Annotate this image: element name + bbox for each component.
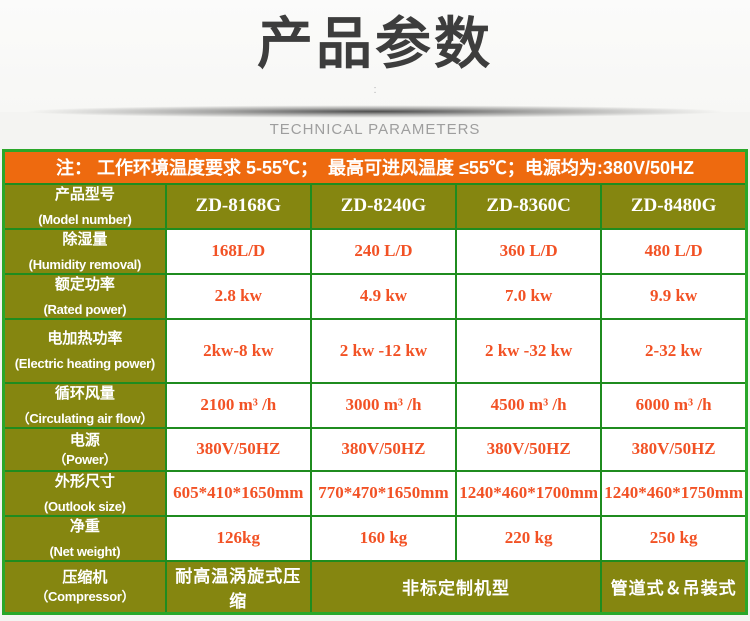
spec-value-cell: 7.0 kw (455, 272, 603, 320)
spec-value-cell: 380V/50HZ (455, 426, 603, 472)
model-cell: ZD-8240G (309, 182, 458, 230)
spec-value-cell: 2 kw -32 kw (455, 317, 603, 384)
spec-value-cell: 4.9 kw (309, 272, 458, 320)
spec-label-zh: 净重 (69, 517, 100, 535)
spec-value-cell: 380V/50HZ (600, 426, 748, 472)
spec-value-cell: 360 L/D (455, 227, 603, 275)
spec-label-cell: 额定功率 (Rated power) (2, 272, 167, 320)
table-row-power: 电源 （Power） 380V/50HZ 380V/50HZ 380V/50HZ… (2, 426, 748, 472)
spec-label-zh: 压缩机 (62, 569, 108, 586)
model-header-en: (Model number) (38, 211, 132, 227)
page-title: 产品参数 (257, 12, 493, 75)
spec-value-cell: 250 kg (600, 514, 748, 562)
note-banner: 注： 工作环境温度要求 5-55℃； 最高可进风温度 ≤55℃；电源均为:380… (2, 149, 748, 185)
page-subtitle: TECHNICAL PARAMETERS (269, 121, 481, 138)
table-row-rated-power: 额定功率 (Rated power) 2.8 kw 4.9 kw 7.0 kw … (2, 272, 748, 320)
spec-label-cell: 电加热功率 (Electric heating power) (2, 317, 167, 384)
note-row: 注： 工作环境温度要求 5-55℃； 最高可进风温度 ≤55℃；电源均为:380… (2, 149, 748, 185)
spec-label-en: (Net weight) (49, 543, 121, 559)
spec-label-en: (Outlook size) (43, 498, 126, 514)
duct-type-cell: 管道式＆吊装式 (600, 559, 748, 614)
spec-value-cell: 380V/50HZ (164, 426, 312, 472)
spec-label-en: (Electric heating power) (14, 356, 155, 371)
hero-banner (0, 0, 750, 112)
table-row-electric-heating-power: 电加热功率 (Electric heating power) 2kw-8 kw … (2, 317, 748, 384)
spec-label-zh: 除湿量 (62, 230, 108, 248)
table-row-outlook-size: 外形尺寸 (Outlook size) 605*410*1650mm 770*4… (2, 469, 748, 517)
spec-label-en: (Humidity removal) (28, 256, 142, 272)
spec-value-cell: 605*410*1650mm (164, 469, 312, 517)
spec-label-en: (Rated power) (43, 301, 127, 317)
spec-value-cell: 126kg (164, 514, 312, 562)
spec-value-cell: 1240*460*1700mm (455, 469, 603, 517)
spec-value-cell: 220 kg (455, 514, 603, 562)
spec-value-cell: 2kw-8 kw (164, 317, 312, 384)
custom-model-cell: 非标定制机型 (309, 559, 603, 614)
spec-label-zh: 电加热功率 (47, 330, 123, 347)
spec-value-cell: 160 kg (309, 514, 458, 562)
model-header-label-cell: 产品型号 (Model number) (2, 182, 167, 230)
spec-table: 注： 工作环境温度要求 5-55℃； 最高可进风温度 ≤55℃；电源均为:380… (2, 149, 748, 615)
model-cell: ZD-8480G (600, 182, 748, 230)
spec-label-en: （Compressor） (35, 589, 135, 604)
spec-value-cell: 480 L/D (600, 227, 748, 275)
spec-label-zh: 循环风量 (54, 384, 115, 402)
spec-value-cell: 3000 m³ /h (309, 381, 458, 429)
spec-label-zh: 额定功率 (54, 275, 115, 293)
spec-label-cell: 循环风量 （Circulating air flow） (2, 381, 167, 429)
compressor-type-cell: 耐高温涡旋式压缩 (164, 559, 312, 614)
model-cell: ZD-8168G (164, 182, 312, 230)
spec-value-cell: 9.9 kw (600, 272, 748, 320)
spec-value-cell: 168L/D (164, 227, 312, 275)
spec-value-cell: 2 kw -12 kw (309, 317, 458, 384)
spec-value-cell: 6000 m³ /h (600, 381, 748, 429)
table-row-compressor: 压缩机 （Compressor） 耐高温涡旋式压缩 非标定制机型 管道式＆吊装式 (2, 559, 748, 614)
spec-value-cell: 770*470*1650mm (309, 469, 458, 517)
table-row-humidity-removal: 除湿量 (Humidity removal) 168L/D 240 L/D 36… (2, 227, 748, 275)
spec-label-zh: 外形尺寸 (54, 472, 115, 490)
model-cell: ZD-8360C (455, 182, 603, 230)
spec-label-cell: 净重 (Net weight) (2, 514, 167, 562)
spec-label-zh: 电源 (69, 431, 100, 449)
table-row-net-weight: 净重 (Net weight) 126kg 160 kg 220 kg 250 … (2, 514, 748, 562)
spec-label-en: （Circulating air flow） (16, 410, 154, 426)
spec-value-cell: 4500 m³ /h (455, 381, 603, 429)
spec-value-cell: 380V/50HZ (309, 426, 458, 472)
table-row-circulating-air-flow: 循环风量 （Circulating air flow） 2100 m³ /h 3… (2, 381, 748, 429)
spec-value-cell: 2.8 kw (164, 272, 312, 320)
spec-value-cell: 2-32 kw (600, 317, 748, 384)
model-header-zh: 产品型号 (54, 185, 115, 203)
spec-label-cell: 电源 （Power） (2, 426, 167, 472)
spec-value-cell: 2100 m³ /h (164, 381, 312, 429)
divider-shadow (18, 105, 732, 118)
spec-label-cell: 除湿量 (Humidity removal) (2, 227, 167, 275)
model-header-row: 产品型号 (Model number) ZD-8168G ZD-8240G ZD… (2, 182, 748, 230)
spec-value-cell: 1240*460*1750mm (600, 469, 748, 517)
spec-label-en: （Power） (53, 451, 117, 467)
spec-label-cell: 压缩机 （Compressor） (2, 559, 167, 614)
spec-label-cell: 外形尺寸 (Outlook size) (2, 469, 167, 517)
spec-value-cell: 240 L/D (309, 227, 458, 275)
spec-table-wrap: 注： 工作环境温度要求 5-55℃； 最高可进风温度 ≤55℃；电源均为:380… (2, 149, 748, 615)
tiny-mark-icon: ˸ (373, 86, 377, 98)
